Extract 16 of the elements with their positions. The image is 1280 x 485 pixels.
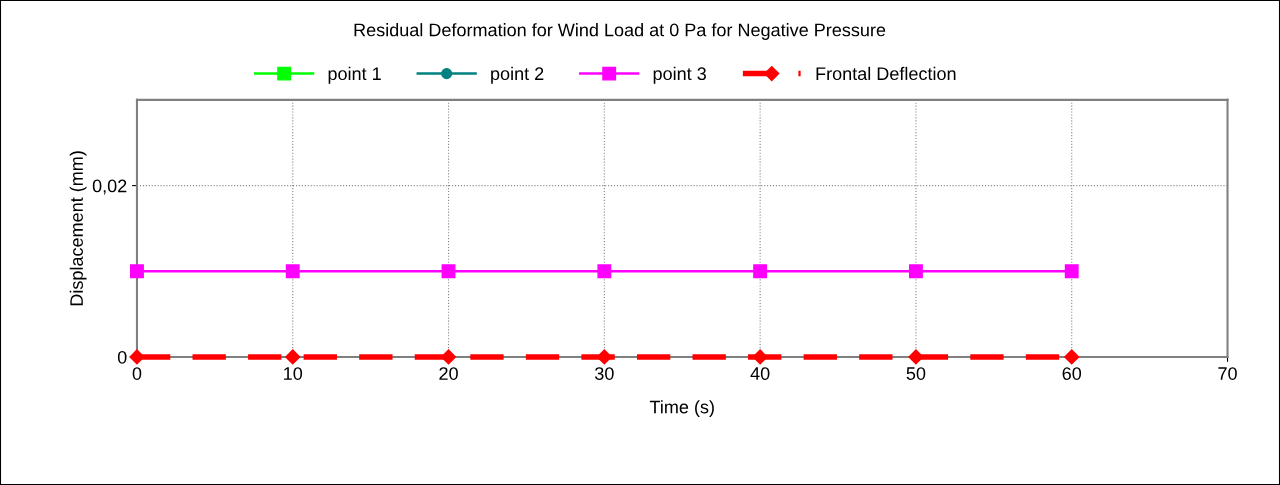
legend-label: point 1 [328, 66, 381, 84]
y-tick-label: 0,02 [92, 179, 127, 195]
x-tick-label: 10 [284, 367, 303, 380]
x-tick-label: 30 [594, 367, 614, 380]
x-tick-label: 40 [750, 367, 770, 380]
x-tick-label: 50 [906, 367, 926, 380]
legend-label: Frontal Deflection [816, 66, 956, 81]
x-tick-label: 70 [1218, 367, 1237, 380]
x-tick-label: 20 [439, 367, 458, 380]
x-tick-label: 60 [1062, 367, 1082, 380]
x-axis-title: Time (s) [649, 400, 714, 417]
legend-label: point 2 [491, 66, 544, 84]
y-axis-title: Displacement (mm) [69, 151, 87, 306]
legend-label: point 3 [653, 66, 706, 84]
x-tick-label: 0 [132, 367, 142, 380]
chart-title: Residual Deformation for Wind Load at 0 Pa for Negative Pressure [354, 23, 886, 40]
